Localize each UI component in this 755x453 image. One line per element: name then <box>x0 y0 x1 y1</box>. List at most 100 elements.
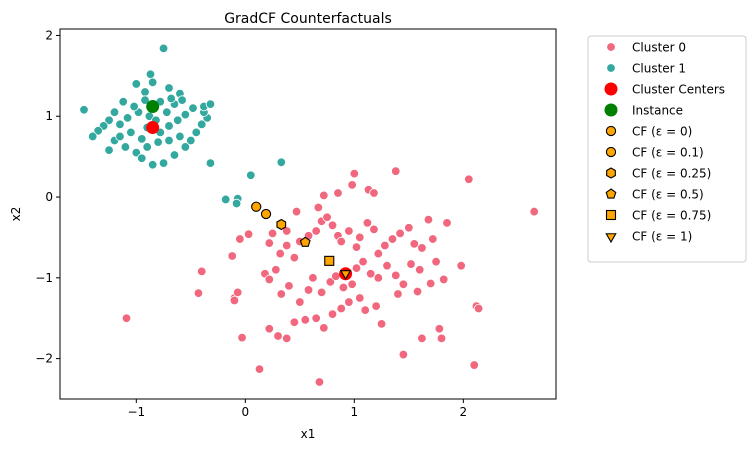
legend-item: Instance <box>604 103 683 118</box>
y-tick-label: −2 <box>35 352 53 366</box>
legend-item: Cluster 0 <box>606 41 686 55</box>
data-point <box>351 263 362 273</box>
legend-marker <box>604 82 618 96</box>
data-point <box>93 126 103 136</box>
legend-marker <box>605 188 617 199</box>
data-point <box>243 229 254 239</box>
legend-label: CF (ε = 0.25) <box>632 167 711 181</box>
data-point <box>164 83 174 93</box>
legend-label: Cluster 1 <box>632 62 686 76</box>
x-tick-label: −1 <box>127 405 145 419</box>
data-point <box>434 324 445 334</box>
data-point <box>142 142 152 152</box>
legend-item: CF (ε = 0.1) <box>605 146 704 160</box>
x-tick-label: 1 <box>351 405 359 419</box>
legend-item: CF (ε = 0.75) <box>605 209 711 223</box>
data-point <box>264 274 275 285</box>
data-point <box>284 281 294 291</box>
data-point <box>313 202 324 213</box>
data-point <box>327 309 338 319</box>
data-point <box>362 218 373 228</box>
data-point <box>180 142 191 152</box>
data-point <box>299 236 311 247</box>
legend-item: CF (ε = 1) <box>605 230 692 244</box>
data-point <box>191 127 201 138</box>
y-tick-label: −1 <box>35 271 53 285</box>
data-point <box>88 131 98 142</box>
plot-area <box>79 43 539 387</box>
data-point <box>273 331 283 341</box>
data-point <box>235 234 245 244</box>
legend-marker <box>605 125 617 137</box>
data-point <box>456 261 466 271</box>
data-point <box>146 121 160 135</box>
data-point <box>336 236 346 247</box>
data-point <box>121 313 132 323</box>
data-point <box>431 256 441 267</box>
data-point <box>115 131 125 142</box>
data-point <box>360 305 370 315</box>
data-point <box>205 158 216 168</box>
data-point <box>404 223 414 233</box>
data-point <box>365 269 376 279</box>
data-point <box>358 256 368 267</box>
data-point <box>347 180 357 190</box>
data-point <box>371 301 381 311</box>
data-point <box>251 201 262 212</box>
data-point <box>355 232 365 243</box>
data-point <box>395 228 405 239</box>
data-point <box>229 295 240 306</box>
data-point <box>344 226 354 236</box>
data-point <box>79 105 89 115</box>
data-point <box>227 251 237 261</box>
data-point <box>369 188 379 198</box>
legend-item: CF (ε = 0.5) <box>605 188 704 202</box>
data-point <box>246 170 256 180</box>
data-point <box>387 234 398 244</box>
data-point <box>147 77 158 88</box>
legend-label: CF (ε = 0) <box>632 125 692 139</box>
data-point <box>169 150 180 160</box>
data-point <box>131 147 142 158</box>
data-point <box>473 303 484 314</box>
data-point <box>282 226 292 236</box>
data-point <box>237 332 247 343</box>
data-point <box>104 115 114 125</box>
data-point <box>391 270 401 281</box>
data-point <box>355 293 365 303</box>
data-point <box>398 349 409 360</box>
legend-label: Cluster 0 <box>632 41 686 55</box>
legend-label: CF (ε = 1) <box>632 230 692 244</box>
data-point <box>140 87 150 97</box>
data-point <box>232 287 243 298</box>
data-point <box>175 131 185 142</box>
legend-label: CF (ε = 0.1) <box>632 146 704 160</box>
data-point <box>351 242 362 252</box>
data-point <box>188 103 198 113</box>
data-point <box>322 212 332 222</box>
data-point <box>282 240 292 251</box>
data-point <box>289 317 300 327</box>
legend-item: Cluster Centers <box>604 82 725 97</box>
data-point <box>193 288 204 298</box>
legend-marker <box>606 42 616 52</box>
data-point <box>425 278 436 289</box>
data-point <box>158 43 169 54</box>
x-tick-label: 2 <box>460 405 468 419</box>
data-point <box>327 220 338 231</box>
data-point <box>369 224 379 235</box>
data-point <box>436 333 447 344</box>
data-point <box>409 239 419 249</box>
data-point <box>316 287 327 298</box>
data-point <box>428 234 438 244</box>
data-point <box>137 134 147 144</box>
data-point <box>311 313 321 323</box>
data-point <box>146 100 160 114</box>
data-point <box>104 145 114 155</box>
data-point <box>417 243 427 253</box>
data-point <box>264 238 275 248</box>
data-point <box>325 277 336 287</box>
legend-label: Cluster Centers <box>632 83 725 97</box>
data-point <box>276 289 286 299</box>
